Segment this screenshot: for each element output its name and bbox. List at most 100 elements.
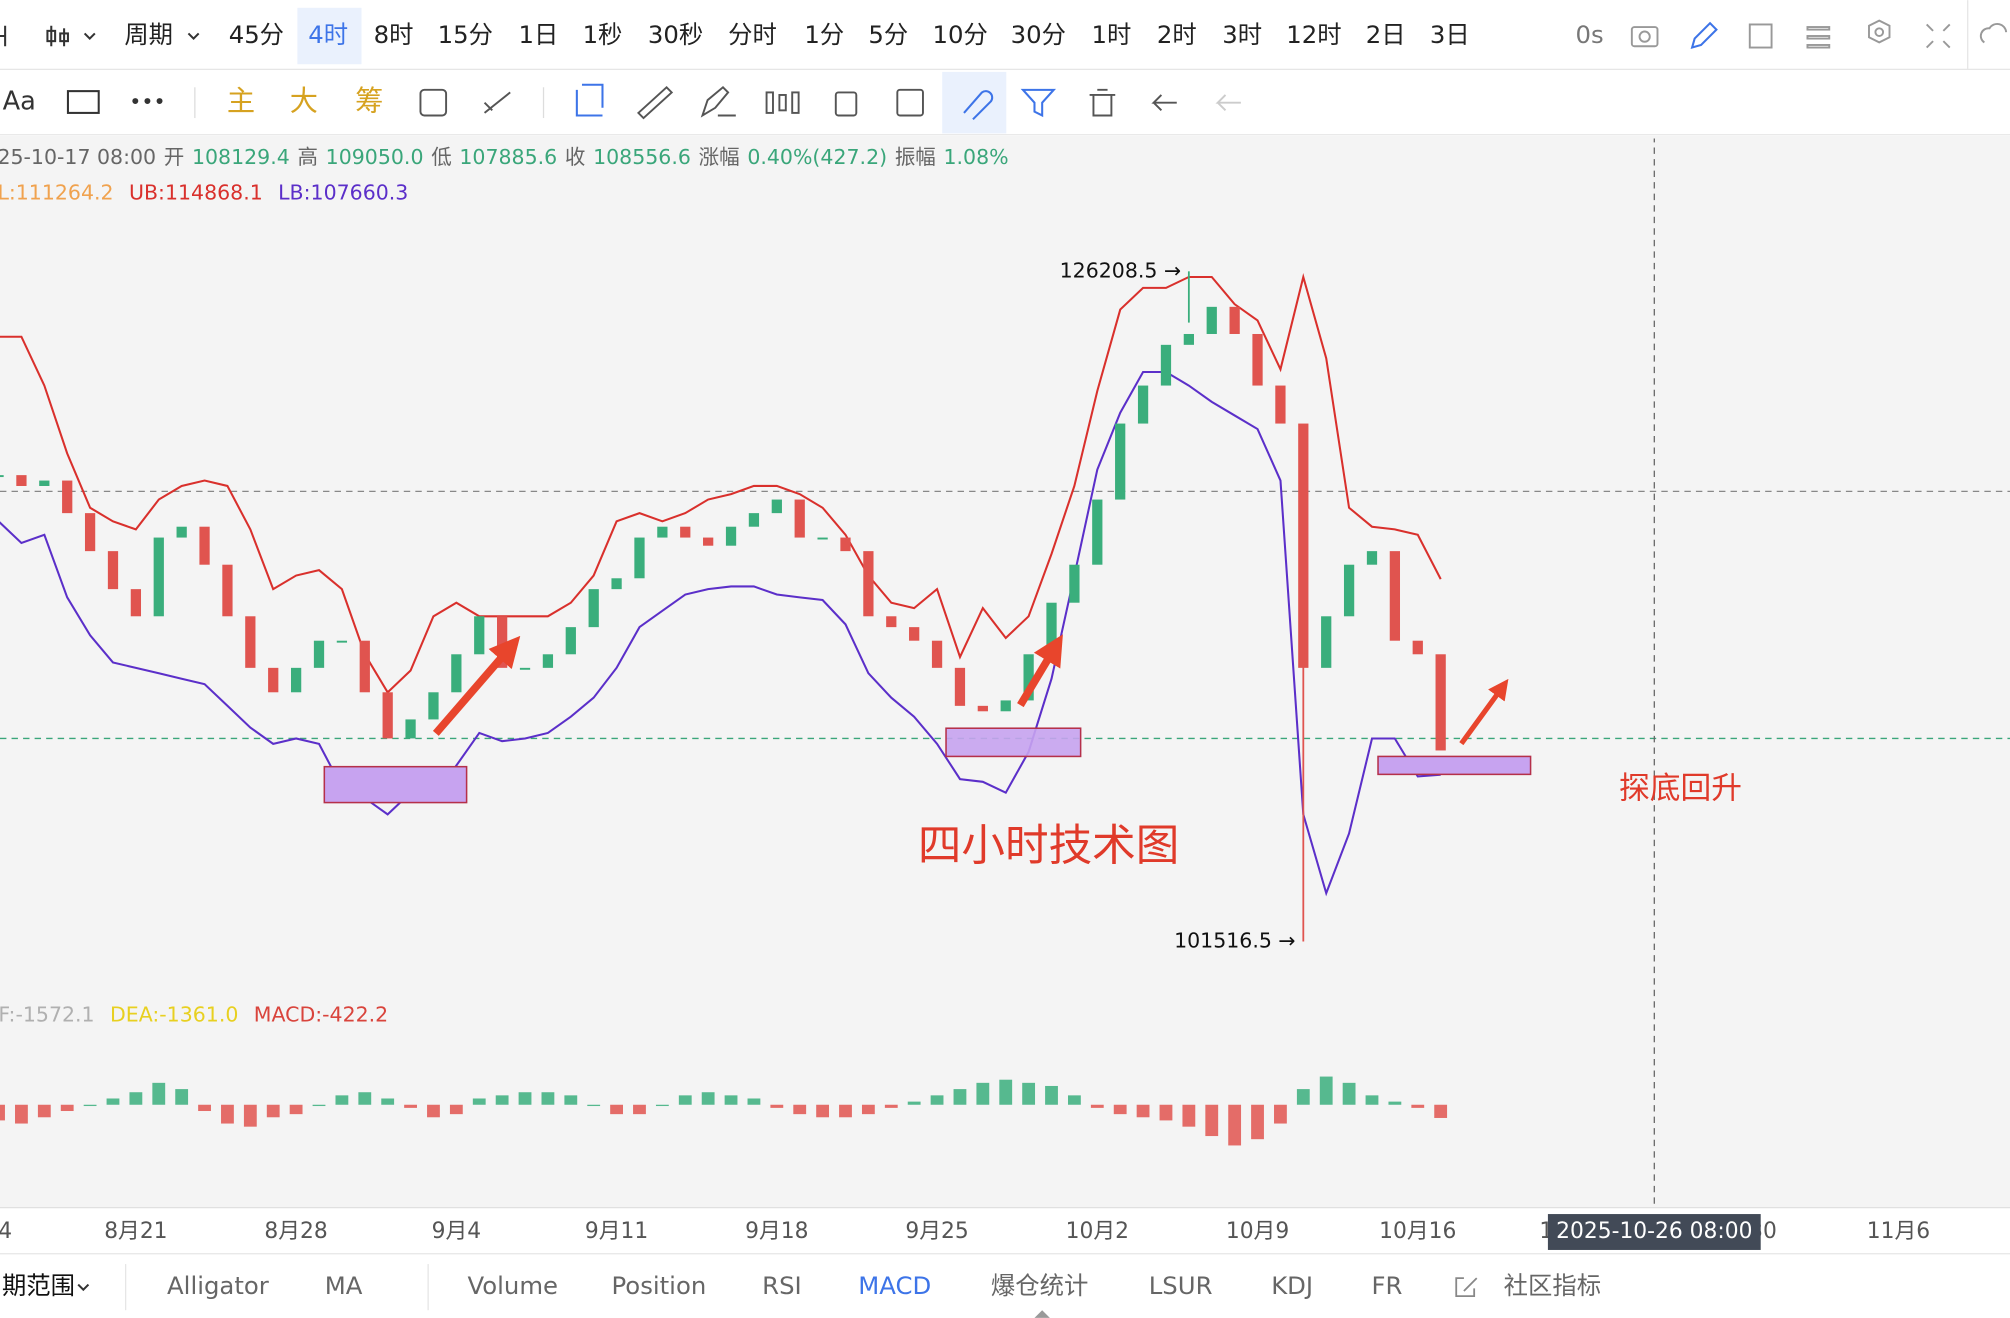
chevron xyxy=(187,32,200,41)
macd-bar xyxy=(1434,1104,1448,1118)
candle xyxy=(1252,333,1263,386)
candle xyxy=(405,719,416,739)
candle xyxy=(62,480,73,514)
x-tick-label: 10月9 xyxy=(1226,1219,1289,1244)
period-option[interactable]: 12时 xyxy=(1286,20,1341,49)
period-option[interactable]: 1秒 xyxy=(583,20,623,49)
macd-bar xyxy=(907,1101,921,1105)
candle xyxy=(817,537,828,540)
indicator-tab[interactable]: 期范围 xyxy=(2,1271,75,1300)
x-tick-label: 8月21 xyxy=(104,1219,167,1244)
macd-bar xyxy=(976,1082,990,1105)
indicator-tab[interactable]: MA xyxy=(325,1271,363,1300)
macd-bar xyxy=(1365,1095,1379,1105)
period-option[interactable]: 3时 xyxy=(1222,20,1262,49)
candle xyxy=(382,692,393,739)
bollinger-band xyxy=(0,370,1441,897)
band-label: L:111264.2 xyxy=(0,181,114,205)
filter-icon[interactable] xyxy=(1020,88,1057,118)
period-option[interactable]: 1时 xyxy=(1091,20,1131,49)
macd-bar xyxy=(1274,1104,1287,1124)
indicator-toggle[interactable]: 筹 xyxy=(355,85,383,118)
candle xyxy=(16,475,27,486)
magnet-icon[interactable] xyxy=(963,90,994,121)
arrows xyxy=(432,634,1509,746)
period-option[interactable]: 45分 xyxy=(229,20,284,49)
crosshair-date: 2025-10-26 08:00 xyxy=(1556,1219,1752,1244)
candle xyxy=(176,526,187,538)
indicator-toggle[interactable]: 大 xyxy=(290,85,318,118)
more-button[interactable]: ••• xyxy=(129,90,165,114)
edit-icon[interactable] xyxy=(1455,1277,1478,1297)
indicator-tab[interactable]: Alligator xyxy=(167,1271,270,1300)
period-option[interactable]: 1分 xyxy=(804,20,844,49)
macd-bar xyxy=(816,1104,830,1118)
candle xyxy=(451,654,462,693)
indicator-tab[interactable]: RSI xyxy=(762,1271,802,1300)
candle xyxy=(909,627,920,641)
period-option[interactable]: 5分 xyxy=(868,20,908,49)
period-option[interactable]: 4时 xyxy=(308,20,348,49)
macd-bar xyxy=(175,1089,189,1105)
macd-bar xyxy=(152,1082,166,1105)
indicator-tab[interactable]: 爆仓统计 xyxy=(991,1271,1088,1300)
font-button[interactable]: Aa xyxy=(3,87,36,117)
indicator-tab[interactable]: MACD xyxy=(858,1271,931,1300)
info-item: 低 xyxy=(431,145,452,169)
period-option[interactable]: 3日 xyxy=(1430,20,1470,49)
candle xyxy=(474,616,485,655)
indicator-tab[interactable]: Position xyxy=(611,1271,706,1300)
macd-bar xyxy=(198,1104,211,1112)
macd-bar xyxy=(678,1095,692,1105)
period-option[interactable]: 分时 xyxy=(728,20,777,49)
candle xyxy=(1046,602,1057,655)
candle xyxy=(1206,306,1217,334)
period-option[interactable]: 10分 xyxy=(932,20,987,49)
indicator-tab[interactable]: LSUR xyxy=(1149,1271,1213,1300)
macd-label: MACD:-422.2 xyxy=(254,1002,388,1026)
indicator-tab[interactable]: Volume xyxy=(467,1271,558,1300)
period-option[interactable]: 30分 xyxy=(1011,20,1066,49)
annotation: 探底回升 xyxy=(1619,770,1742,806)
indicator-tab[interactable]: KDJ xyxy=(1271,1271,1313,1300)
rect-icon[interactable] xyxy=(66,90,100,114)
period-option[interactable]: 2时 xyxy=(1157,20,1197,49)
toolbar-icons[interactable] xyxy=(1630,19,2008,49)
candle-icon[interactable] xyxy=(0,25,96,47)
period-menu[interactable]: 周期 xyxy=(124,20,173,49)
macd-bar xyxy=(266,1104,280,1118)
redo-icon[interactable] xyxy=(1215,94,1241,112)
candle xyxy=(1366,551,1378,565)
info-item: 108556.6 xyxy=(593,145,691,169)
macd-bar xyxy=(793,1104,807,1115)
period-option[interactable]: 15分 xyxy=(438,20,493,49)
candle xyxy=(611,578,622,590)
macd-bar xyxy=(0,1104,5,1121)
macd-bar xyxy=(1159,1104,1173,1121)
macd-bar xyxy=(839,1104,852,1118)
indicator-tab[interactable]: 社区指标 xyxy=(1504,1271,1601,1300)
macd-bar xyxy=(884,1104,898,1108)
macd-bar xyxy=(747,1098,761,1105)
period-option[interactable]: 1日 xyxy=(518,20,558,49)
tool-icons[interactable] xyxy=(419,85,1177,120)
period-option[interactable]: 2日 xyxy=(1366,20,1406,49)
layer-icon[interactable] xyxy=(575,83,604,117)
info-item: 开 xyxy=(164,145,185,169)
macd-bar xyxy=(495,1095,509,1105)
indicator-toggle[interactable]: 主 xyxy=(227,85,255,118)
macd-bar xyxy=(999,1079,1013,1105)
macd-info: IF:-1572.1 DEA:-1361.0 MACD:-422.2 xyxy=(0,1002,388,1026)
candle xyxy=(1092,499,1103,565)
macd-bar xyxy=(655,1104,669,1107)
period-option[interactable]: 8时 xyxy=(374,20,414,49)
macd-bar xyxy=(1136,1104,1150,1118)
bollinger-info: L:111264.2 UB:114868.1 LB:107660.3 xyxy=(0,181,408,205)
draw-icon[interactable] xyxy=(1690,21,1718,50)
x-tick-label: 8月28 xyxy=(264,1219,327,1244)
period-option[interactable]: 30秒 xyxy=(648,20,703,49)
highlight-boxes xyxy=(323,727,1532,804)
indicator-tab[interactable]: FR xyxy=(1372,1271,1403,1300)
macd-bar xyxy=(381,1098,395,1105)
